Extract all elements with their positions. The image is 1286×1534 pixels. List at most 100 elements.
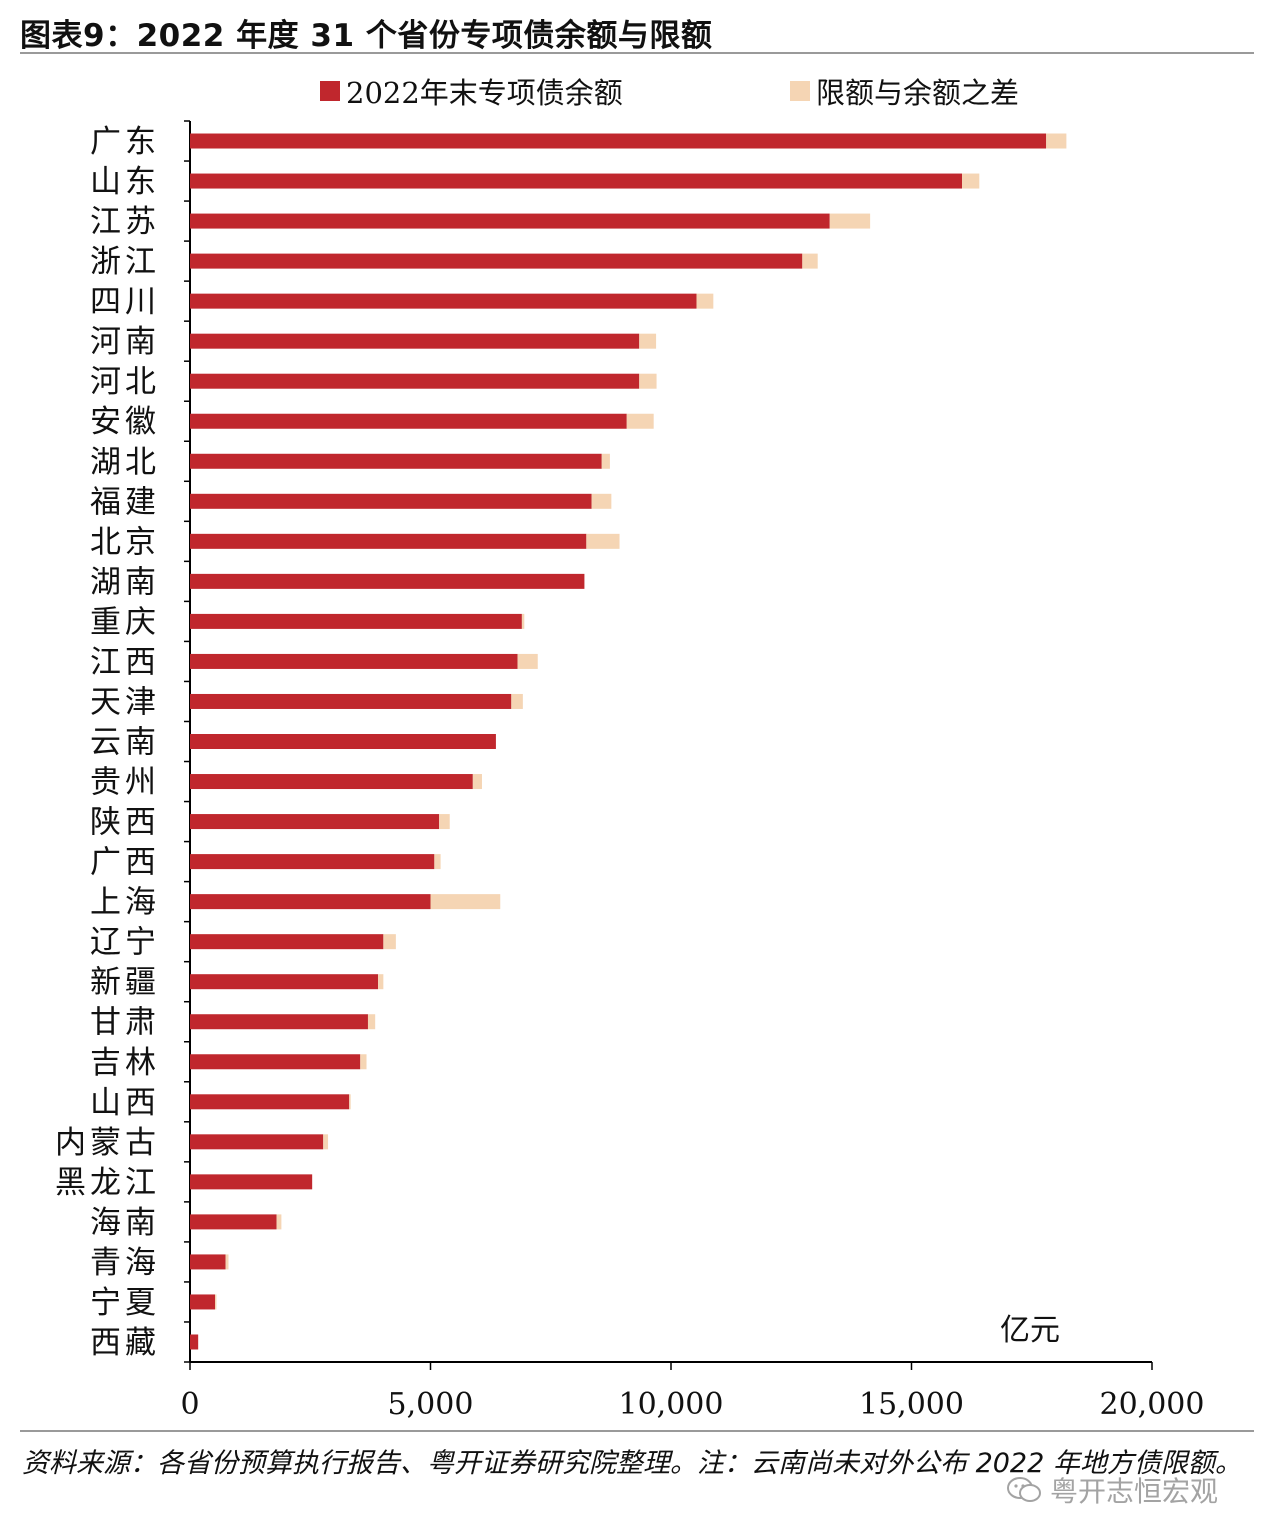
- bar-gap: [962, 173, 980, 189]
- category-label: 安徽: [90, 404, 160, 440]
- bar-balance: [190, 1094, 350, 1110]
- bar-gap: [472, 774, 482, 790]
- category-label: 青海: [90, 1245, 160, 1281]
- category-label: 湖北: [90, 444, 160, 480]
- bar-gap: [383, 934, 396, 950]
- bar-gap: [1046, 133, 1067, 149]
- category-label: 海南: [90, 1205, 160, 1241]
- category-label: 云南: [90, 725, 160, 761]
- bar-balance: [190, 253, 803, 269]
- category-label: 山东: [90, 164, 160, 200]
- bar-balance: [190, 133, 1047, 149]
- category-label: 山西: [90, 1085, 160, 1121]
- bar-balance: [190, 293, 697, 309]
- category-label: 吉林: [90, 1045, 160, 1081]
- unit-label: 亿元: [1000, 1313, 1060, 1348]
- category-label: 内蒙古: [55, 1125, 160, 1161]
- category-label: 北京: [90, 524, 160, 560]
- bar-balance: [190, 533, 587, 549]
- chart-legend: 2022年末专项债余额 限额与余额之差: [0, 70, 1286, 110]
- category-label: 浙江: [90, 244, 160, 280]
- source-note: 资料来源：各省份预算执行报告、粤开证券研究院整理。注：云南尚未对外公布 2022…: [22, 1448, 1242, 1479]
- legend-item-gap: 限额与余额之差: [790, 70, 1019, 112]
- bar-balance: [190, 974, 379, 990]
- bar-balance: [190, 814, 440, 830]
- bar-gap: [586, 533, 620, 549]
- category-label: 重庆: [90, 604, 160, 640]
- bar-gap: [349, 1094, 351, 1110]
- bar-balance: [190, 1134, 324, 1150]
- category-label: 湖南: [90, 564, 160, 600]
- bar-balance: [190, 1054, 361, 1070]
- bar-balance: [190, 1174, 313, 1190]
- x-tick-label: 10,000: [619, 1387, 724, 1422]
- bar-gap: [225, 1254, 229, 1270]
- bar-gap: [639, 333, 657, 349]
- bar-gap: [802, 253, 818, 269]
- category-label: 河北: [90, 364, 160, 400]
- category-label: 甘肃: [90, 1005, 160, 1041]
- bar-gap: [215, 1294, 217, 1310]
- legend-item-balance: 2022年末专项债余额: [320, 70, 623, 112]
- bar-balance: [190, 1254, 226, 1270]
- bar-balance: [190, 774, 473, 790]
- bar-gap: [360, 1054, 367, 1070]
- bar-gap: [367, 1014, 376, 1030]
- bar-balance: [190, 213, 830, 229]
- category-label: 四川: [90, 284, 160, 320]
- x-tick-label: 15,000: [859, 1387, 964, 1422]
- bar-balance: [190, 613, 522, 629]
- bar-gap: [430, 894, 501, 910]
- bar-gap: [511, 693, 523, 709]
- bar-balance: [190, 653, 518, 669]
- wechat-icon: [1007, 1477, 1041, 1502]
- category-label: 辽宁: [90, 925, 160, 961]
- watermark: 粤开志恒宏观: [1006, 1470, 1218, 1510]
- x-tick-label: 20,000: [1100, 1387, 1205, 1422]
- bar-balance: [190, 934, 384, 950]
- bar-gap: [696, 293, 714, 309]
- bar-balance: [190, 493, 592, 509]
- category-label: 江苏: [90, 204, 160, 240]
- category-label: 黑龙江: [55, 1165, 160, 1201]
- bar-gap: [626, 413, 654, 429]
- bar-gap: [601, 453, 610, 469]
- category-label: 河南: [90, 324, 160, 360]
- category-label: 陕西: [90, 805, 160, 841]
- x-tick-label: 5,000: [388, 1387, 474, 1422]
- bar-balance: [190, 854, 435, 870]
- legend-swatch-gap: [790, 81, 810, 101]
- category-label: 广西: [90, 845, 160, 881]
- legend-label-balance: 2022年末专项债余额: [346, 76, 623, 110]
- bar-balance: [190, 734, 496, 749]
- watermark-label: 粤开志恒宏观: [1050, 1475, 1219, 1508]
- bar-gap: [378, 974, 384, 990]
- chart-title: 图表9：2022 年度 31 个省份专项债余额与限额: [20, 18, 713, 54]
- category-label: 上海: [90, 885, 160, 921]
- bar-balance: [190, 373, 640, 389]
- bar-chart: 0 5,000 10,000 15,000 20,000 广东山东江苏浙江四川河南河北安徽…: [55, 120, 1205, 1422]
- bar-balance: [190, 413, 627, 429]
- bar-balance: [190, 1334, 199, 1350]
- bar-gap: [434, 854, 441, 870]
- bar-balance: [190, 693, 512, 709]
- bar-gap: [521, 613, 525, 629]
- bar-gap: [439, 814, 450, 830]
- category-label: 西藏: [90, 1325, 160, 1361]
- bar-balance: [190, 1214, 277, 1230]
- bar-gap: [639, 373, 657, 389]
- bar-gap: [276, 1214, 282, 1230]
- bar-balance: [190, 573, 585, 589]
- category-label: 广东: [90, 124, 160, 160]
- bar-balance: [190, 453, 602, 469]
- category-label: 贵州: [90, 765, 160, 801]
- x-tick-label: 0: [180, 1387, 199, 1422]
- category-label: 宁夏: [90, 1285, 160, 1321]
- top-divider: [20, 52, 1254, 54]
- legend-swatch-balance: [320, 81, 340, 101]
- bar-gap: [517, 653, 538, 669]
- bar-balance: [190, 173, 963, 189]
- category-label: 天津: [90, 684, 160, 720]
- category-label: 江西: [90, 644, 160, 680]
- category-label: 福建: [90, 484, 160, 520]
